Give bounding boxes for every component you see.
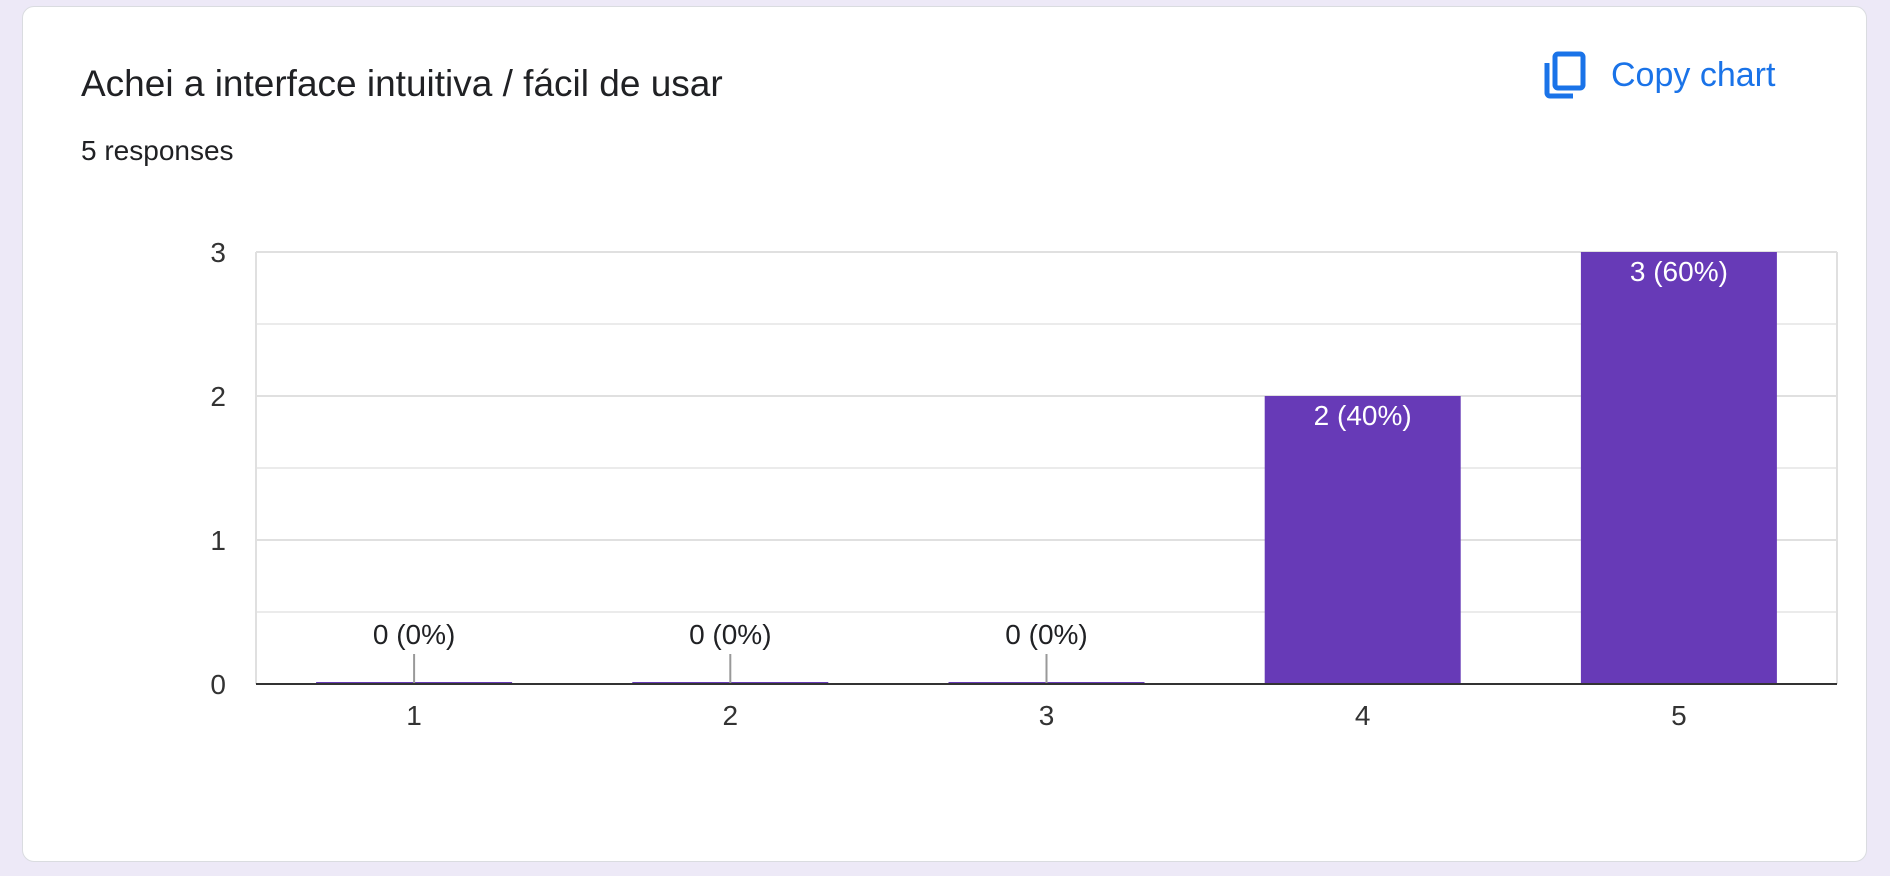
bar-chart: 0 1 2 3 0 (0%) 1 0 (0%) 2 0 (0%) 3 2 (40%) 4 3 (60%)…	[210, 237, 1838, 731]
x-tick-label: 2	[723, 700, 739, 731]
x-tick-label: 4	[1355, 700, 1371, 731]
data-label: 3 (60%)	[1630, 256, 1728, 287]
copy-chart-label: Copy chart	[1611, 55, 1776, 94]
copy-icon	[1543, 51, 1587, 99]
response-count: 5 responses	[81, 135, 234, 166]
x-tick-label: 1	[406, 700, 422, 731]
question-title: Achei a interface intuitiva / fácil de u…	[81, 63, 723, 104]
data-label: 0 (0%)	[1005, 619, 1087, 650]
bar	[1580, 252, 1777, 684]
data-label: 0 (0%)	[689, 619, 771, 650]
y-tick-label: 1	[210, 525, 226, 556]
data-label: 2 (40%)	[1314, 400, 1412, 431]
data-label: 0 (0%)	[373, 619, 455, 650]
y-tick-label: 0	[210, 669, 226, 700]
copy-chart-button[interactable]: Copy chart	[1543, 51, 1775, 99]
y-tick-label: 3	[210, 237, 226, 268]
chart-card: Achei a interface intuitiva / fácil de u…	[22, 6, 1867, 862]
x-tick-label: 3	[1039, 700, 1055, 731]
y-tick-label: 2	[210, 381, 226, 412]
x-tick-label: 5	[1671, 700, 1687, 731]
bar	[1264, 396, 1461, 684]
